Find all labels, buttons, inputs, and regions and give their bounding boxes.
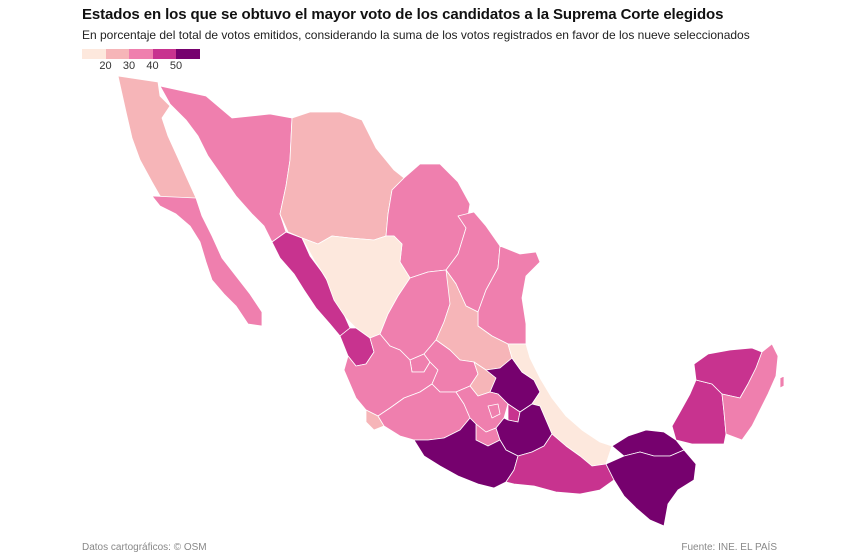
- color-legend: 20 30 40 50: [82, 49, 200, 73]
- legend-swatch: [105, 49, 129, 59]
- legend-swatch: [129, 49, 153, 59]
- map-subtitle: En porcentaje del total de votos emitido…: [82, 28, 750, 42]
- legend-tick-label: 40: [146, 60, 159, 72]
- state-baja-california[interactable]: Baja California: [117, 75, 197, 201]
- legend-tick-label: 50: [169, 60, 183, 72]
- legend-swatch: [82, 49, 106, 59]
- legend-swatches: [82, 49, 200, 59]
- state-guerrero[interactable]: Guerrero: [413, 417, 519, 489]
- map-credit: Datos cartográficos: © OSM: [82, 542, 207, 553]
- state-baja-california-sur[interactable]: Baja California Sur: [151, 195, 263, 327]
- map-title: Estados en los que se obtuvo el mayor vo…: [82, 6, 724, 23]
- legend-swatch: [176, 49, 200, 59]
- state-chiapas[interactable]: Tabasco: [605, 449, 697, 527]
- state-chihuahua[interactable]: Chihuahua: [279, 111, 405, 245]
- legend-tick-label: 30: [122, 60, 136, 72]
- source-credit: Fuente: INE. EL PAÍS: [681, 542, 777, 553]
- state-tabasco[interactable]: Chiapas: [611, 429, 685, 457]
- state-ciudad-de-mexico[interactable]: Ciudad de México: [487, 403, 501, 419]
- state-colima[interactable]: Colima: [365, 409, 385, 431]
- legend-tick-label: 20: [99, 60, 112, 72]
- state-quintana-roo[interactable]: Quintana Roo: [721, 343, 779, 441]
- legend-swatch: [152, 49, 176, 59]
- state-quintana-roo-cozumel: Quintana Roo: [779, 375, 785, 389]
